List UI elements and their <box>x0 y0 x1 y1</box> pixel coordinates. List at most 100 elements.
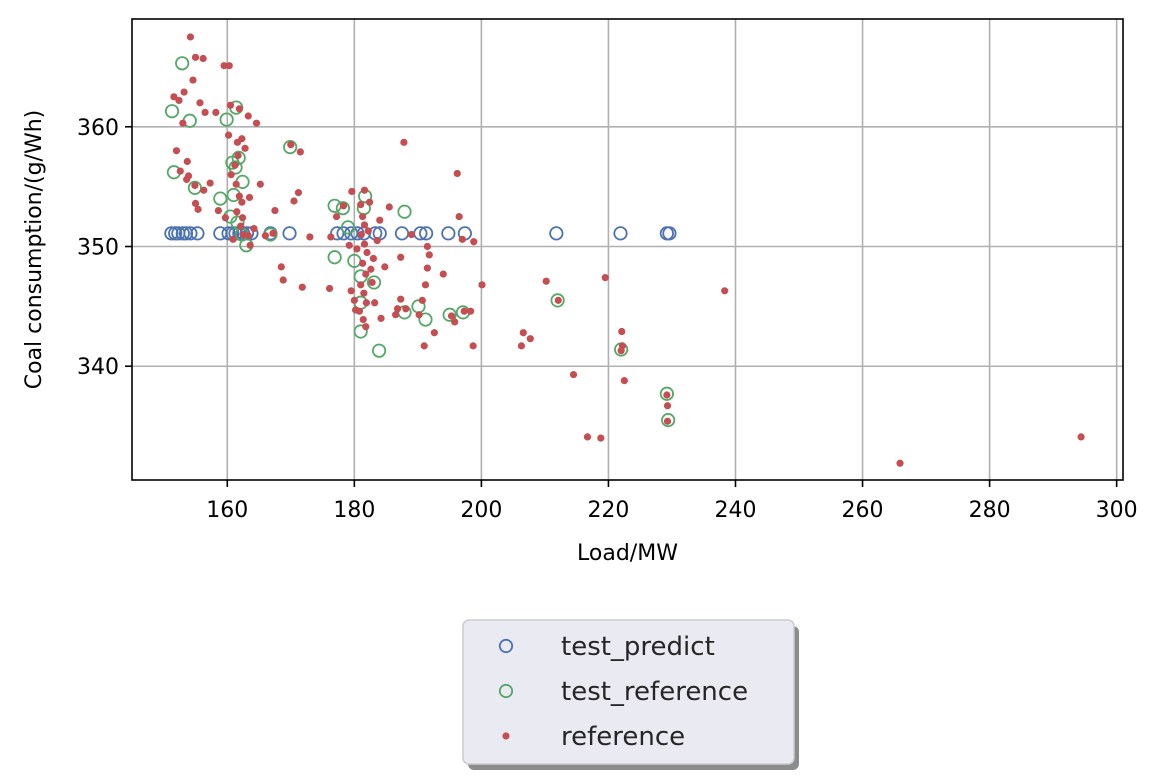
point-reference <box>357 230 365 239</box>
point-reference <box>663 391 671 399</box>
point-reference <box>617 347 625 355</box>
point-reference <box>199 54 207 63</box>
point-reference <box>618 327 626 336</box>
y-tick-label: 350 <box>77 236 119 261</box>
point-reference <box>460 307 468 315</box>
point-reference <box>238 135 246 143</box>
point-test-predict <box>613 226 628 241</box>
point-test-reference <box>418 312 433 327</box>
point-reference <box>360 289 368 297</box>
plot-markers <box>164 33 1085 467</box>
point-reference <box>420 342 428 350</box>
point-reference <box>245 193 254 202</box>
point-test-predict <box>662 226 677 241</box>
point-test-reference <box>327 250 342 265</box>
legend-items: test_predict test_reference reference <box>498 632 748 752</box>
point-test-reference <box>187 180 202 195</box>
point-reference <box>362 270 370 278</box>
point-reference <box>397 253 405 261</box>
point-test-reference <box>340 220 356 235</box>
point-test-reference <box>659 386 674 401</box>
point-reference <box>226 101 235 109</box>
point-reference <box>466 307 475 315</box>
point-reference <box>423 264 431 272</box>
point-reference <box>1077 433 1085 441</box>
point-reference <box>339 202 348 210</box>
point-reference <box>237 222 245 230</box>
point-reference <box>189 76 197 84</box>
point-reference <box>376 216 384 224</box>
point-reference <box>201 108 209 116</box>
x-tick-label: 180 <box>333 498 375 523</box>
point-reference <box>360 186 369 194</box>
point-test-reference <box>228 160 243 175</box>
point-reference <box>620 377 628 385</box>
point-reference <box>402 305 410 313</box>
point-reference <box>200 186 208 194</box>
grid-lines <box>132 19 1123 480</box>
point-test-predict <box>394 226 410 241</box>
x-axis-title: Load/MW <box>577 541 678 566</box>
legend-label: test_reference <box>561 677 748 707</box>
point-reference <box>896 459 904 467</box>
point-reference <box>231 161 239 169</box>
point-reference <box>191 199 200 207</box>
point-reference <box>172 147 181 155</box>
point-test-reference <box>164 104 180 119</box>
point-reference <box>364 227 372 235</box>
point-reference <box>368 278 376 287</box>
point-reference <box>227 171 235 179</box>
point-reference <box>348 187 356 196</box>
point-reference <box>369 254 377 263</box>
point-reference <box>271 206 279 215</box>
point-reference <box>261 232 270 240</box>
point-reference <box>451 318 459 326</box>
point-reference <box>176 167 184 175</box>
point-test-reference <box>366 275 382 290</box>
point-reference <box>179 119 187 127</box>
point-reference <box>269 229 277 237</box>
point-reference <box>601 274 609 282</box>
point-test-predict <box>282 226 297 241</box>
point-reference <box>358 212 367 221</box>
point-reference <box>365 198 374 206</box>
legend-label: reference <box>561 722 685 752</box>
point-test-predict <box>164 226 179 241</box>
point-reference <box>175 96 183 105</box>
point-reference <box>347 287 355 295</box>
point-test-reference <box>327 198 342 213</box>
point-test-reference <box>397 204 412 219</box>
point-reference <box>362 299 371 307</box>
point-reference <box>233 208 241 216</box>
series-reference <box>170 33 1085 467</box>
point-reference <box>241 144 249 152</box>
point-reference <box>392 311 400 319</box>
point-reference <box>439 270 447 278</box>
point-reference <box>225 62 233 70</box>
point-reference <box>385 203 393 211</box>
point-reference <box>663 417 672 425</box>
point-reference <box>277 263 285 271</box>
point-reference <box>377 314 385 322</box>
x-tick-label: 260 <box>842 498 884 523</box>
point-reference <box>180 88 188 96</box>
point-reference <box>220 62 228 70</box>
y-axis-title: Coal consumption/(g/Wh) <box>22 110 47 390</box>
point-reference <box>458 235 466 243</box>
point-reference <box>235 192 243 200</box>
point-reference <box>400 138 408 146</box>
point-test-reference <box>230 215 245 230</box>
point-reference <box>569 371 578 379</box>
point-reference <box>371 299 379 307</box>
legend-box <box>462 619 795 765</box>
point-reference <box>360 240 369 248</box>
point-test-predict <box>183 226 198 241</box>
point-test-predict <box>549 226 564 241</box>
point-reference <box>358 259 367 267</box>
point-test-reference <box>175 56 190 71</box>
point-reference <box>244 112 252 120</box>
point-reference <box>407 230 416 239</box>
point-reference <box>224 131 233 139</box>
point-reference <box>196 99 204 107</box>
point-test-reference <box>231 150 246 165</box>
